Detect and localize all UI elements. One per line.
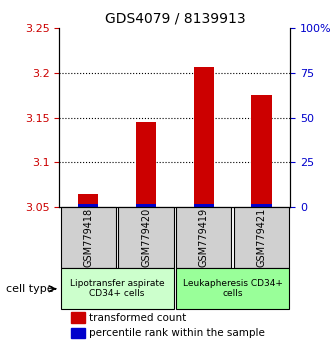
FancyBboxPatch shape (176, 207, 231, 268)
FancyBboxPatch shape (118, 207, 174, 268)
Bar (136, 122, 156, 207)
Bar (136, 204, 156, 207)
Text: cell type: cell type (6, 284, 53, 294)
Title: GDS4079 / 8139913: GDS4079 / 8139913 (105, 12, 245, 26)
Bar (78, 204, 98, 207)
Text: transformed count: transformed count (89, 313, 187, 323)
FancyBboxPatch shape (176, 268, 289, 309)
Text: GSM779421: GSM779421 (256, 208, 267, 267)
FancyBboxPatch shape (60, 268, 174, 309)
Bar (251, 204, 272, 207)
Text: Lipotransfer aspirate
CD34+ cells: Lipotransfer aspirate CD34+ cells (70, 279, 164, 298)
Bar (78, 194, 98, 207)
FancyBboxPatch shape (60, 207, 116, 268)
FancyBboxPatch shape (234, 207, 289, 268)
Bar (194, 204, 214, 207)
Text: percentile rank within the sample: percentile rank within the sample (89, 328, 265, 338)
Text: GSM779419: GSM779419 (199, 208, 209, 267)
Bar (251, 95, 272, 207)
Bar (71, 327, 85, 338)
Bar (194, 67, 214, 207)
Text: Leukapheresis CD34+
cells: Leukapheresis CD34+ cells (183, 279, 282, 298)
Bar (71, 312, 85, 323)
Text: GSM779420: GSM779420 (141, 208, 151, 267)
Text: GSM779418: GSM779418 (83, 208, 93, 267)
